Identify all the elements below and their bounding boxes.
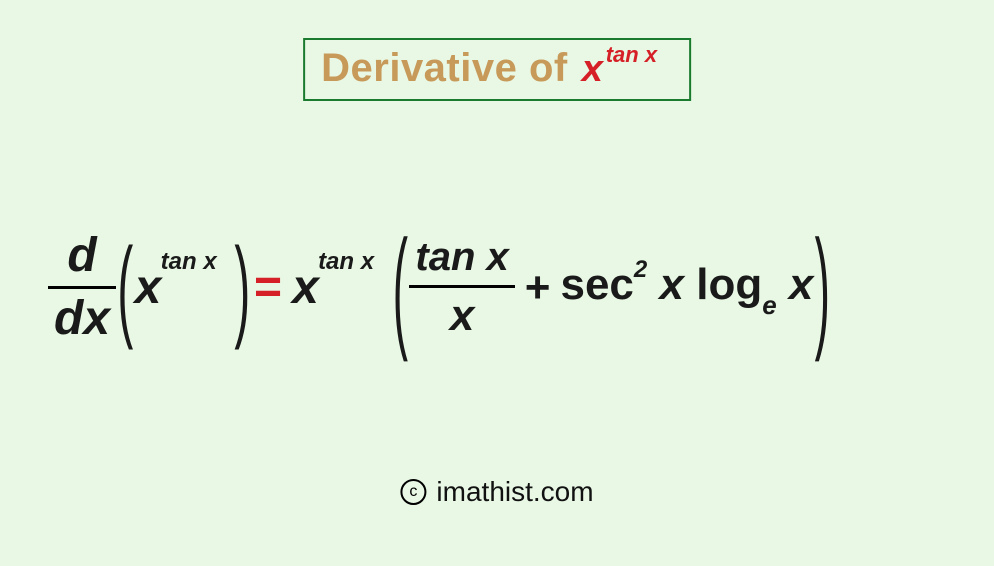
lhs-exponent: tan x — [161, 248, 217, 276]
title-box: Derivative of x tan x — [303, 38, 691, 101]
log-arg: x — [789, 260, 813, 309]
sec-power: 2 — [634, 256, 647, 283]
rhs-left-paren: ( — [392, 220, 407, 354]
log-base: e — [762, 290, 776, 320]
sec-arg: x — [660, 260, 684, 309]
rhs-right-paren: ) — [815, 220, 830, 354]
log-label: log — [696, 260, 762, 309]
sec-log-term: sec2 x loge x — [560, 260, 813, 316]
ddx-denominator: dx — [48, 293, 116, 345]
rhs-lead-base: x — [292, 261, 319, 314]
left-paren: ( — [117, 232, 133, 344]
lhs-argument: x tan x — [135, 260, 234, 315]
fraction-bar — [48, 286, 116, 289]
right-paren: ) — [235, 232, 251, 344]
title-label: Derivative of — [321, 46, 568, 91]
derivative-formula: d dx ( x tan x ) = x tan x ( tan x x + s… — [48, 230, 954, 345]
attribution: c imathist.com — [400, 476, 593, 508]
rhs-lead-exponent: tan x — [318, 248, 374, 276]
fraction-bar — [409, 285, 514, 288]
frac-denominator: x — [444, 292, 480, 340]
lhs-base: x — [135, 261, 162, 314]
copyright-icon: c — [400, 479, 426, 505]
ddx-fraction: d dx — [48, 230, 116, 345]
title-base: x — [582, 48, 603, 90]
plus-sign: + — [515, 263, 561, 313]
equals-sign: = — [252, 260, 292, 315]
title-exponent: tan x — [606, 42, 657, 68]
rhs-lead: x tan x — [292, 260, 391, 315]
title-expression: x tan x — [582, 48, 673, 91]
sec-label: sec — [560, 260, 633, 309]
attribution-text: imathist.com — [436, 476, 593, 508]
tanx-over-x: tan x x — [409, 235, 514, 340]
ddx-numerator: d — [61, 230, 102, 282]
frac-numerator: tan x — [409, 235, 514, 281]
rhs-group: tan x x + sec2 x loge x — [409, 235, 813, 340]
